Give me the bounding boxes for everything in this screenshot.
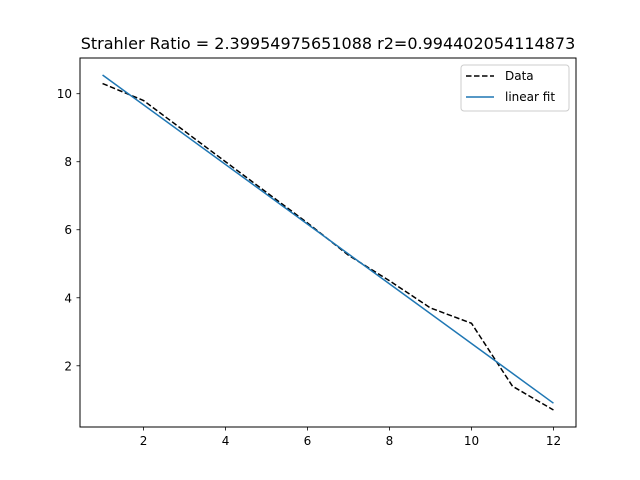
legend: Data linear fit xyxy=(460,64,570,112)
x-tick-label: 8 xyxy=(386,434,394,448)
y-axis: 2 4 6 8 10 xyxy=(57,87,80,373)
y-tick-label: 4 xyxy=(64,291,72,305)
x-tick-label: 10 xyxy=(464,434,479,448)
legend-label-data: Data xyxy=(505,69,534,83)
legend-label-linear-fit: linear fit xyxy=(505,90,555,104)
x-tick-label: 12 xyxy=(546,434,561,448)
x-tick-label: 2 xyxy=(140,434,148,448)
legend-box xyxy=(460,64,570,112)
y-tick-label: 6 xyxy=(64,223,72,237)
y-tick-label: 8 xyxy=(64,155,72,169)
series-line-data xyxy=(102,82,554,411)
x-tick-label: 6 xyxy=(304,434,312,448)
plot-frame xyxy=(79,57,577,428)
y-tick-label: 2 xyxy=(64,359,72,373)
x-axis: 2 4 6 8 10 12 xyxy=(140,427,561,448)
series-layer xyxy=(102,74,554,411)
series-line-linear-fit xyxy=(102,74,554,404)
chart-title: Strahler Ratio = 2.39954975651088 r2=0.9… xyxy=(81,34,576,53)
x-tick-label: 4 xyxy=(222,434,230,448)
y-tick-label: 10 xyxy=(57,87,72,101)
